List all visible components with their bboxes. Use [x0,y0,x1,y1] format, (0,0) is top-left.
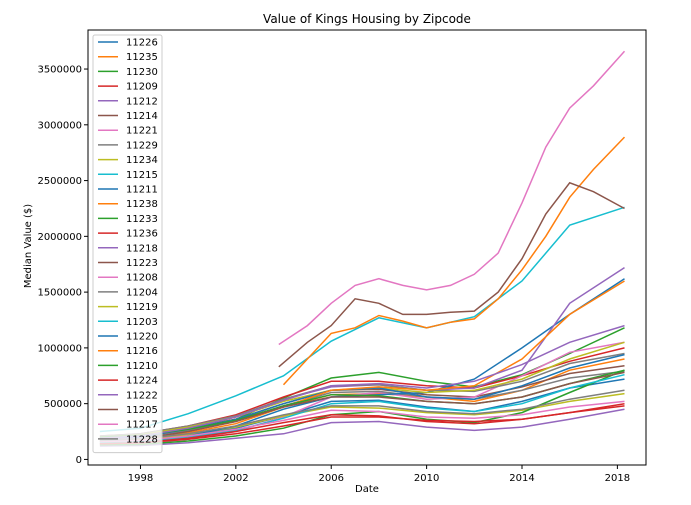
legend-label-11238: 11238 [126,199,158,210]
legend-label-11230: 11230 [126,67,158,78]
legend-label-11211: 11211 [126,185,158,196]
x-tick-label: 2014 [509,473,534,484]
chart-title: Value of Kings Housing by Zipcode [263,12,471,26]
x-axis-label: Date [355,484,379,495]
legend-label-11236: 11236 [126,229,158,240]
legend-label-11208: 11208 [126,273,158,284]
series-line-11224 [99,405,625,445]
series-line-11215 [99,206,625,433]
legend-label-11235: 11235 [126,52,158,63]
y-tick-label: 1500000 [37,288,82,299]
series-line-11233 [99,369,625,446]
y-tick-label: 0 [76,455,82,466]
legend-label-11223: 11223 [126,258,158,269]
legend-label-11219: 11219 [126,302,158,313]
legend-label-11203: 11203 [126,317,158,328]
legend-label-11224: 11224 [126,376,158,387]
series-line-11203 [99,373,625,444]
series-line-11222 [99,324,625,439]
legend: 11226 11235 11230 11209 11212 11214 11221 11229… [92,34,163,454]
legend-label-11220: 11220 [126,332,158,343]
legend-box [92,34,163,454]
legend-label-11205: 11205 [126,405,158,416]
series-line-11212 [99,408,625,447]
legend-label-11234: 11234 [126,155,158,166]
legend-label-11233: 11233 [126,214,158,225]
series-lines [99,50,626,447]
legend-label-11210: 11210 [126,361,158,372]
legend-label-11221: 11221 [126,126,158,137]
y-tick-label: 3000000 [37,120,82,131]
legend-label-11228: 11228 [126,434,158,445]
legend-label-11226: 11226 [126,38,158,49]
series-line-11217 [99,400,625,443]
axis-ticks: 1998 2002 2006 2010 2014 2018 0 500000 1000000 15… [37,65,630,484]
y-tick-label: 2000000 [37,232,82,243]
x-tick-label: 2010 [414,473,439,484]
y-tick-label: 500000 [44,399,82,410]
legend-label-11214: 11214 [126,111,158,122]
legend-label-11212: 11212 [126,96,158,107]
series-line-11205 [99,371,625,442]
legend-label-11217: 11217 [126,420,158,431]
legend-label-11229: 11229 [126,140,158,151]
legend-label-11218: 11218 [126,243,158,254]
legend-label-11215: 11215 [126,170,158,181]
x-tick-label: 2006 [319,473,344,484]
plot-area [87,29,647,466]
series-line-11229 [99,370,625,441]
series-line-11228 [99,389,625,442]
legend-label-11216: 11216 [126,346,158,357]
y-tick-label: 1000000 [37,343,82,354]
legend-label-11222: 11222 [126,390,158,401]
series-line-11238 [282,136,626,386]
y-tick-label: 2500000 [37,176,82,187]
x-tick-label: 1998 [128,473,153,484]
series-line-11223 [278,181,625,368]
series-line-11216 [99,280,625,442]
legend-label-11204: 11204 [126,287,158,298]
y-tick-label: 3500000 [37,65,82,76]
x-tick-label: 2018 [605,473,630,484]
legend-label-11209: 11209 [126,82,158,93]
series-line-11208 [278,50,626,346]
x-tick-label: 2002 [223,473,248,484]
y-axis-label: Median Value ($) [23,204,34,288]
